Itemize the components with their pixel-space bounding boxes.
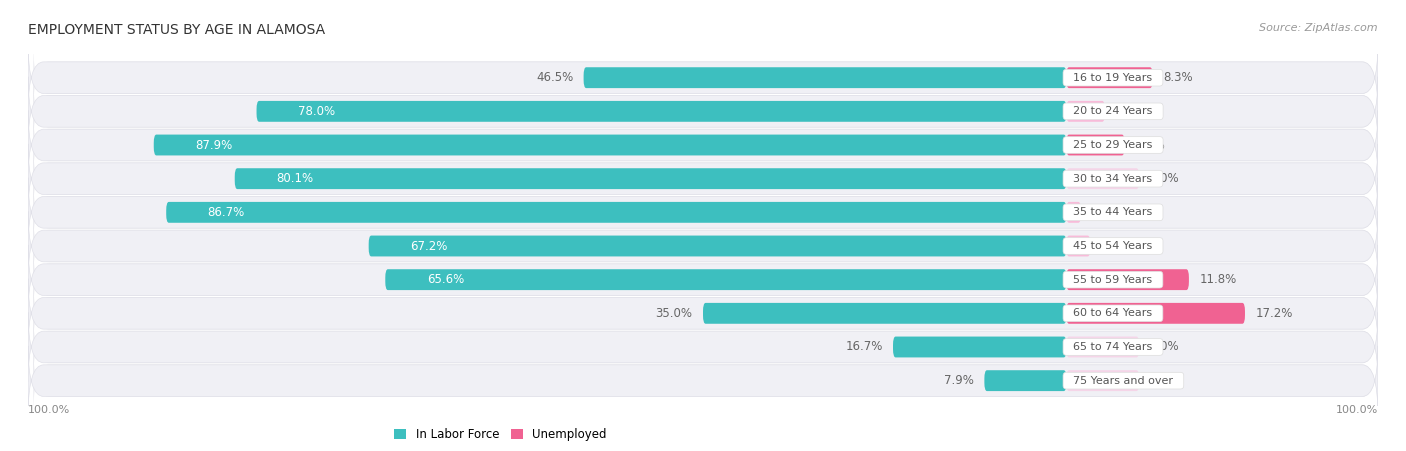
Text: Source: ZipAtlas.com: Source: ZipAtlas.com [1260, 23, 1378, 32]
Text: 7.9%: 7.9% [943, 374, 974, 387]
Text: 45 to 54 Years: 45 to 54 Years [1066, 241, 1160, 251]
Text: 87.9%: 87.9% [195, 138, 232, 152]
FancyBboxPatch shape [385, 269, 1066, 290]
FancyBboxPatch shape [28, 77, 1378, 146]
FancyBboxPatch shape [34, 245, 1378, 314]
FancyBboxPatch shape [1066, 202, 1081, 223]
FancyBboxPatch shape [28, 110, 1378, 179]
FancyBboxPatch shape [1066, 269, 1189, 290]
FancyBboxPatch shape [28, 178, 1378, 247]
FancyBboxPatch shape [893, 336, 1066, 358]
FancyBboxPatch shape [1066, 101, 1105, 122]
FancyBboxPatch shape [1066, 67, 1153, 88]
FancyBboxPatch shape [583, 67, 1066, 88]
FancyBboxPatch shape [1066, 134, 1125, 156]
Text: 86.7%: 86.7% [208, 206, 245, 219]
FancyBboxPatch shape [34, 178, 1378, 247]
FancyBboxPatch shape [1066, 336, 1139, 358]
Text: 67.2%: 67.2% [411, 239, 447, 253]
Text: 35 to 44 Years: 35 to 44 Years [1066, 207, 1160, 217]
Text: 0.0%: 0.0% [1150, 172, 1180, 185]
FancyBboxPatch shape [34, 212, 1378, 281]
FancyBboxPatch shape [256, 101, 1066, 122]
Text: 1.4%: 1.4% [1091, 206, 1121, 219]
Text: 0.0%: 0.0% [1150, 374, 1180, 387]
Text: 16 to 19 Years: 16 to 19 Years [1066, 73, 1160, 83]
FancyBboxPatch shape [28, 346, 1378, 415]
Text: 75 Years and over: 75 Years and over [1066, 376, 1181, 386]
FancyBboxPatch shape [1066, 168, 1139, 189]
FancyBboxPatch shape [34, 346, 1378, 415]
Legend: In Labor Force, Unemployed: In Labor Force, Unemployed [389, 423, 612, 446]
Text: 8.3%: 8.3% [1163, 71, 1192, 84]
Text: 100.0%: 100.0% [1336, 405, 1378, 415]
FancyBboxPatch shape [28, 43, 1378, 112]
Text: 25 to 29 Years: 25 to 29 Years [1066, 140, 1160, 150]
FancyBboxPatch shape [235, 168, 1066, 189]
FancyBboxPatch shape [703, 303, 1066, 324]
Text: 30 to 34 Years: 30 to 34 Years [1066, 174, 1160, 184]
Text: 55 to 59 Years: 55 to 59 Years [1066, 275, 1160, 285]
FancyBboxPatch shape [34, 43, 1378, 112]
Text: 17.2%: 17.2% [1256, 307, 1292, 320]
FancyBboxPatch shape [28, 279, 1378, 348]
Text: 2.3%: 2.3% [1101, 239, 1130, 253]
Text: 46.5%: 46.5% [536, 71, 574, 84]
FancyBboxPatch shape [34, 77, 1378, 146]
Text: 11.8%: 11.8% [1199, 273, 1236, 286]
Text: 78.0%: 78.0% [298, 105, 335, 118]
FancyBboxPatch shape [28, 212, 1378, 281]
Text: EMPLOYMENT STATUS BY AGE IN ALAMOSA: EMPLOYMENT STATUS BY AGE IN ALAMOSA [28, 23, 325, 37]
Text: 60 to 64 Years: 60 to 64 Years [1066, 308, 1160, 318]
FancyBboxPatch shape [28, 245, 1378, 314]
Text: 20 to 24 Years: 20 to 24 Years [1066, 106, 1160, 116]
FancyBboxPatch shape [1066, 235, 1090, 257]
Text: 16.7%: 16.7% [845, 341, 883, 354]
FancyBboxPatch shape [984, 370, 1066, 391]
Text: 65 to 74 Years: 65 to 74 Years [1066, 342, 1160, 352]
FancyBboxPatch shape [34, 144, 1378, 213]
Text: 35.0%: 35.0% [655, 307, 693, 320]
FancyBboxPatch shape [34, 279, 1378, 348]
FancyBboxPatch shape [34, 313, 1378, 382]
FancyBboxPatch shape [1066, 303, 1244, 324]
Text: 100.0%: 100.0% [28, 405, 70, 415]
Text: 3.7%: 3.7% [1115, 105, 1144, 118]
FancyBboxPatch shape [28, 312, 1378, 382]
FancyBboxPatch shape [1066, 370, 1139, 391]
Text: 80.1%: 80.1% [276, 172, 314, 185]
Text: 5.6%: 5.6% [1135, 138, 1164, 152]
Text: 0.0%: 0.0% [1150, 341, 1180, 354]
FancyBboxPatch shape [368, 235, 1066, 257]
FancyBboxPatch shape [153, 134, 1066, 156]
FancyBboxPatch shape [28, 144, 1378, 213]
FancyBboxPatch shape [34, 110, 1378, 179]
Text: 65.6%: 65.6% [427, 273, 464, 286]
FancyBboxPatch shape [166, 202, 1066, 223]
